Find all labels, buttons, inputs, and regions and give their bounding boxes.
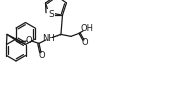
Text: O: O bbox=[82, 38, 88, 47]
Text: O: O bbox=[39, 51, 45, 60]
Text: OH: OH bbox=[80, 24, 94, 33]
Text: NH: NH bbox=[43, 34, 55, 43]
Text: S: S bbox=[48, 10, 54, 19]
Text: O: O bbox=[26, 36, 32, 45]
